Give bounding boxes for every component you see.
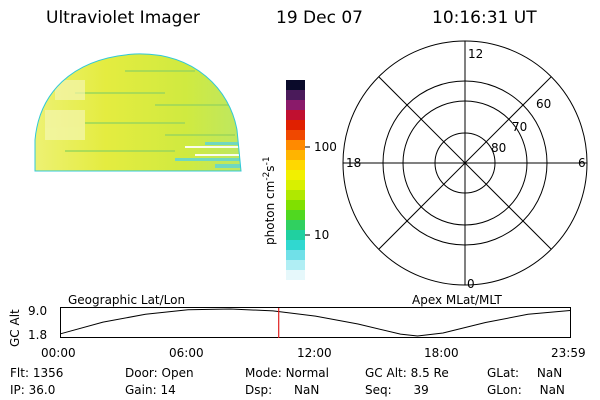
timeline-left-title: Geographic Lat/Lon	[68, 293, 186, 307]
colorbar-cell	[286, 90, 305, 100]
gain-field: Gain: 14	[125, 383, 176, 397]
colorbar-cell	[286, 200, 305, 210]
timeline-right-title: Apex MLat/MLT	[412, 293, 502, 307]
dsp-field: Dsp: NaN	[245, 383, 319, 397]
colorbar	[286, 80, 305, 280]
colorbar-tick-10: 10	[314, 228, 330, 242]
door-label: Door:	[125, 366, 158, 380]
x-tick-2359: 23:59	[551, 346, 586, 360]
colorbar-ticks	[305, 146, 310, 236]
dsp-value: NaN	[293, 383, 320, 397]
colorbar-cell	[286, 240, 305, 250]
gcalt-label: GC Alt:	[365, 366, 407, 380]
uv-image	[34, 53, 242, 172]
colorbar-tick-100: 100	[314, 140, 337, 154]
flt-label: Flt:	[10, 366, 29, 380]
flt-field: Flt: 1356	[10, 366, 63, 380]
colorbar-cell	[286, 190, 305, 200]
ip-field: IP: 36.0	[10, 383, 55, 397]
mlt-label-18: 18	[346, 156, 362, 170]
gain-value: 14	[160, 383, 176, 397]
colorbar-cell	[286, 230, 305, 240]
colorbar-cell	[286, 100, 305, 110]
unit-s: s	[263, 165, 277, 172]
gcalt-value: 8.5 Re	[410, 366, 449, 380]
glat-label: GLat:	[487, 366, 520, 380]
seq-field: Seq: 39	[365, 383, 429, 397]
altitude-timeline	[60, 307, 571, 338]
colorbar-cell	[286, 180, 305, 190]
door-field: Door: Open	[125, 366, 194, 380]
timeline-axis-label: GC Alt	[8, 309, 22, 347]
colorbar-cell	[286, 220, 305, 230]
colorbar-cell	[286, 170, 305, 180]
glon-label: GLon:	[487, 383, 522, 397]
dsp-label: Dsp:	[245, 383, 273, 397]
colorbar-cell	[286, 150, 305, 160]
colorbar-cell	[286, 140, 305, 150]
header-time: 10:16:31 UT	[432, 8, 537, 28]
x-tick-1800: 18:00	[424, 346, 459, 360]
glat-value: NaN	[536, 366, 563, 380]
mode-label: Mode:	[245, 366, 282, 380]
glon-field: GLon: NaN	[487, 383, 565, 397]
mlt-label-0: 0	[467, 277, 475, 291]
lat-label-60: 60	[536, 97, 552, 111]
mode-field: Mode: Normal	[245, 366, 329, 380]
colorbar-cell	[286, 260, 305, 270]
altitude-curve	[60, 308, 571, 337]
mlt-label-6: 6	[578, 156, 586, 170]
x-tick-0600: 06:00	[169, 346, 204, 360]
colorbar-cell	[286, 110, 305, 120]
colorbar-cell	[286, 210, 305, 220]
colorbar-cell	[286, 160, 305, 170]
door-value: Open	[161, 366, 194, 380]
glat-field: GLat: NaN	[487, 366, 562, 380]
glon-value: NaN	[539, 383, 565, 397]
colorbar-cell	[286, 270, 305, 280]
flt-value: 1356	[32, 366, 64, 380]
colorbar-unit-label: photon cm-2s-1	[262, 156, 277, 245]
mlt-label-12: 12	[468, 47, 484, 61]
colorbar-cell	[286, 130, 305, 140]
x-tick-0000: 00:00	[41, 346, 76, 360]
gcalt-field: GC Alt: 8.5 Re	[365, 366, 449, 380]
colorbar-cell	[286, 80, 305, 90]
lat-label-70: 70	[512, 120, 528, 134]
colorbar-cell	[286, 120, 305, 130]
x-tick-1200: 12:00	[297, 346, 332, 360]
ip-value: 36.0	[28, 383, 56, 397]
ip-label: IP:	[10, 383, 25, 397]
colorbar-cell	[286, 250, 305, 260]
mode-value: Normal	[285, 366, 329, 380]
polar-plot	[342, 40, 588, 286]
seq-label: Seq:	[365, 383, 392, 397]
y-tick-1-8: 1.8	[28, 328, 48, 342]
lat-label-80: 80	[491, 141, 507, 155]
unit-photon: photon cm	[263, 180, 277, 245]
instrument-title: Ultraviolet Imager	[46, 8, 200, 28]
seq-value: 39	[413, 383, 429, 397]
y-tick-9: 9.0	[28, 304, 48, 318]
unit-sup-s: -1	[262, 156, 272, 166]
unit-sup-cm: -2	[262, 171, 272, 181]
gain-label: Gain:	[125, 383, 157, 397]
header-date: 19 Dec 07	[276, 8, 363, 28]
